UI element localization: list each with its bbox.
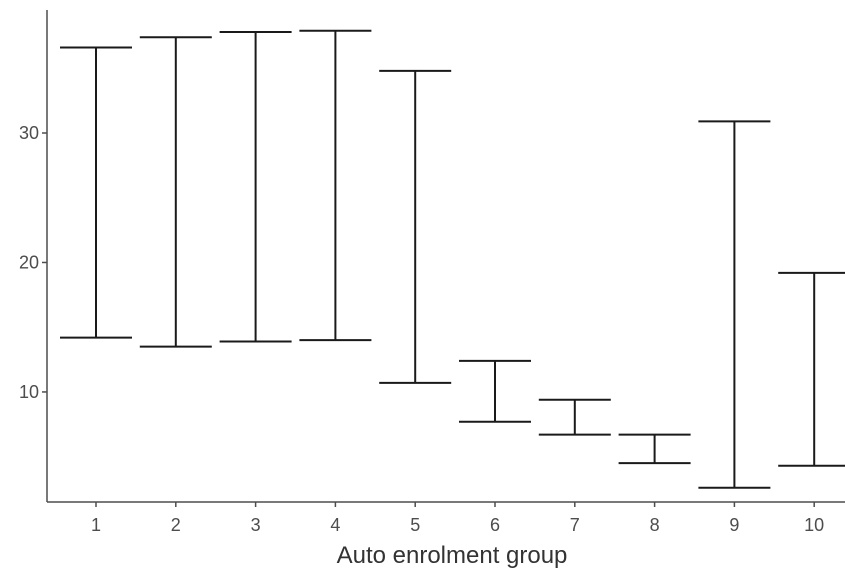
x-tick-label-7: 7 [570,515,580,535]
x-tick-label-9: 9 [729,515,739,535]
x-tick-label-6: 6 [490,515,500,535]
y-tick-label-30: 30 [19,123,39,143]
x-tick-label-2: 2 [171,515,181,535]
x-tick-label-1: 1 [91,515,101,535]
errorbar-group-2 [139,36,212,348]
x-tick-label-10: 10 [804,515,824,535]
errorbar-group-1 [60,46,132,339]
x-ticks: 1 2 3 4 5 6 7 8 9 10 [91,502,824,535]
y-tick-label-20: 20 [19,252,39,272]
y-tick-label-10: 10 [19,382,39,402]
x-tick-label-5: 5 [410,515,420,535]
x-tick-label-4: 4 [330,515,340,535]
errorbar-group-10 [778,271,845,467]
errorbar-group-9 [698,120,771,489]
x-axis-title: Auto enrolment group [337,542,568,569]
errorbars-layer [60,29,845,489]
x-tick-label-8: 8 [650,515,660,535]
x-tick-label-3: 3 [251,515,261,535]
errorbar-group-8 [618,433,691,465]
y-ticks: 10 20 30 [19,123,47,402]
errorbar-group-7 [538,398,611,436]
errorbar-group-4 [299,29,372,342]
errorbar-group-5 [379,69,452,384]
errorbar-group-3 [219,31,292,343]
errorbar-group-6 [459,359,531,423]
axes-layer [46,10,845,503]
